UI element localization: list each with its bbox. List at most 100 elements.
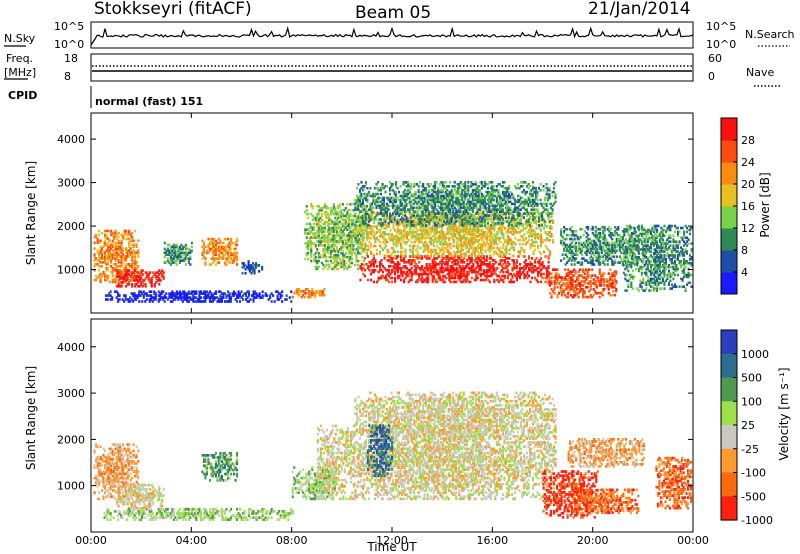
power-cell	[323, 265, 326, 269]
power-cell	[304, 210, 307, 214]
power-cell	[134, 259, 137, 262]
power-cell	[128, 255, 131, 258]
power-cell	[258, 270, 261, 273]
power-cell	[169, 251, 172, 255]
power-cell	[326, 250, 329, 253]
power-cell	[168, 261, 171, 264]
power-cell	[311, 218, 314, 222]
power-cell	[320, 293, 323, 297]
power-cell	[549, 250, 552, 254]
power-cell	[337, 261, 340, 265]
power-cell	[326, 238, 329, 241]
power-cell	[293, 291, 296, 295]
power-cell	[252, 262, 255, 265]
power-cell	[303, 291, 306, 295]
power-cell	[328, 232, 331, 235]
power-cell	[310, 244, 313, 247]
power-cell	[175, 251, 178, 255]
power-cell	[545, 202, 548, 206]
power-cell	[313, 222, 316, 226]
power-cell	[377, 192, 380, 196]
power-cell	[116, 243, 119, 246]
power-cell	[389, 229, 392, 232]
power-cell	[308, 232, 311, 235]
power-cell	[162, 277, 165, 280]
power-cell	[396, 218, 399, 221]
power-cell	[308, 295, 311, 299]
power-cell	[208, 247, 211, 251]
power-cell	[253, 264, 256, 267]
power-cell	[323, 244, 326, 247]
power-cell	[104, 261, 107, 264]
power-cell	[101, 247, 104, 250]
power-cell	[332, 230, 335, 233]
power-cell	[98, 253, 101, 256]
power-cell	[128, 265, 131, 268]
power-cell	[314, 251, 317, 255]
power-cell	[328, 230, 331, 233]
power-cell	[153, 285, 156, 288]
power-cell	[335, 255, 338, 259]
power-cell	[322, 222, 325, 226]
power-cell	[111, 270, 114, 274]
power-cell	[308, 242, 311, 245]
power-cell	[369, 218, 372, 221]
power-cell	[334, 224, 337, 228]
power-cell	[332, 226, 335, 230]
power-cell	[316, 267, 319, 271]
power-cell	[320, 291, 323, 295]
power-cell	[96, 259, 99, 262]
power-cell	[325, 248, 328, 251]
power-cell	[96, 276, 99, 280]
power-cell	[102, 272, 105, 276]
power-cell	[335, 226, 338, 230]
power-cell	[544, 224, 547, 227]
power-cell	[163, 247, 166, 251]
power-cell	[131, 257, 134, 260]
power-cell	[116, 269, 119, 272]
power-cell	[111, 253, 114, 256]
power-cell	[528, 238, 531, 242]
power-cell	[316, 205, 319, 208]
power-cell	[309, 293, 312, 297]
power-cell	[311, 206, 314, 210]
power-cell	[508, 263, 511, 266]
power-cell	[174, 259, 177, 262]
power-cell	[184, 257, 187, 260]
power-cell	[316, 230, 319, 233]
power-cell	[222, 249, 225, 253]
power-cell	[141, 269, 144, 272]
power-cell	[326, 263, 329, 267]
power-cell	[114, 257, 117, 260]
power-cell	[227, 257, 230, 260]
power-cell	[211, 239, 214, 243]
power-cell	[131, 285, 134, 288]
power-cell	[305, 208, 308, 212]
power-cell	[312, 291, 315, 295]
power-cell	[172, 257, 175, 260]
power-cell	[123, 255, 126, 258]
power-cell	[311, 288, 314, 291]
power-cell	[425, 186, 428, 190]
power-cell	[105, 276, 108, 280]
power-cell	[550, 215, 553, 218]
power-cell	[101, 265, 104, 268]
power-cell	[230, 255, 233, 258]
power-cell	[107, 255, 110, 258]
power-cell	[390, 220, 393, 223]
power-cell	[314, 232, 317, 235]
power-cell	[149, 271, 152, 274]
power-cell	[120, 285, 123, 288]
power-cell	[113, 249, 116, 252]
power-cell	[120, 257, 123, 260]
power-cell	[111, 243, 114, 246]
power-cell	[547, 265, 550, 268]
power-cell	[360, 263, 363, 266]
power-cell	[554, 192, 557, 196]
power-cell	[300, 295, 303, 299]
power-cell	[132, 245, 135, 248]
power-cell	[319, 228, 322, 231]
power-cell	[117, 261, 120, 264]
power-cell	[380, 259, 383, 262]
power-cell	[114, 229, 117, 233]
